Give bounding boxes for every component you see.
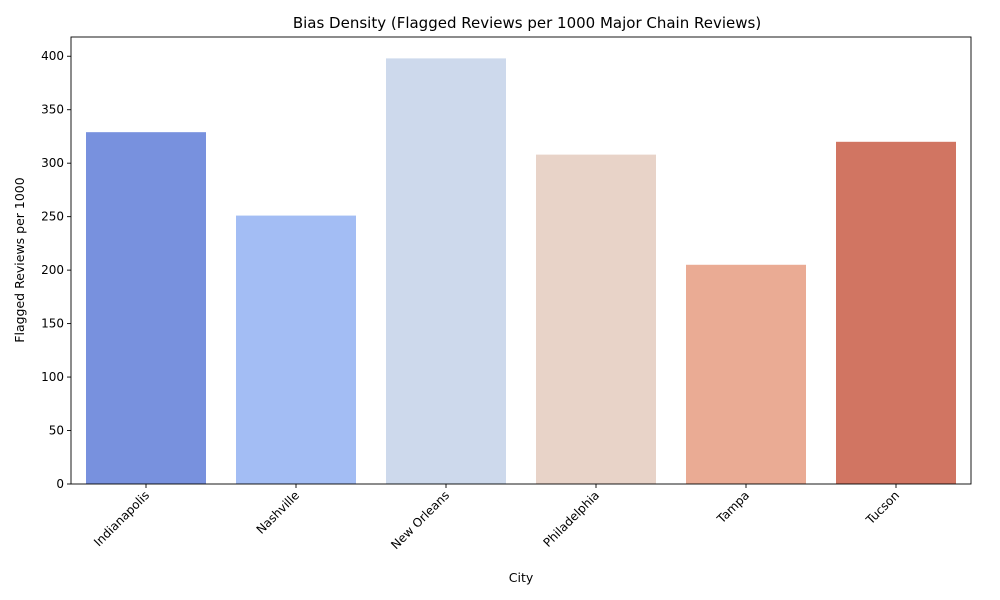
y-tick-label: 400 [41,49,64,63]
y-tick-label: 250 [41,210,64,224]
bar-indianapolis [86,132,206,485]
y-tick-label: 300 [41,156,64,170]
bar-tampa [686,264,806,484]
x-tick-label: Indianapolis [91,488,152,549]
x-axis-ticks: Indianapolis Nashville New Orleans Philadel… [91,484,902,552]
x-axis-label: City [509,570,534,585]
y-tick-label: 150 [41,317,64,331]
y-tick-label: 50 [49,424,64,438]
y-tick-label: 350 [41,103,64,117]
bar-philadelphia [536,154,656,484]
x-tick-label: New Orleans [388,488,452,552]
y-axis-ticks: 0 50 100 150 200 250 300 350 400 [41,49,71,491]
y-tick-label: 100 [41,370,64,384]
x-tick-label: Philadelphia [541,488,603,550]
x-tick-label: Tampa [714,488,752,526]
bar-new-orleans [386,58,506,484]
bar-nashville [236,215,356,484]
bar-tucson [836,141,956,484]
y-tick-label: 200 [41,263,64,277]
y-axis-label: Flagged Reviews per 1000 [12,177,27,342]
x-tick-label: Tucson [863,488,903,528]
y-tick-label: 0 [56,477,64,491]
bars-group [86,58,956,485]
plot-frame [70,36,972,485]
x-tick-label: Nashville [254,488,303,537]
chart-title: Bias Density (Flagged Reviews per 1000 M… [293,14,761,32]
